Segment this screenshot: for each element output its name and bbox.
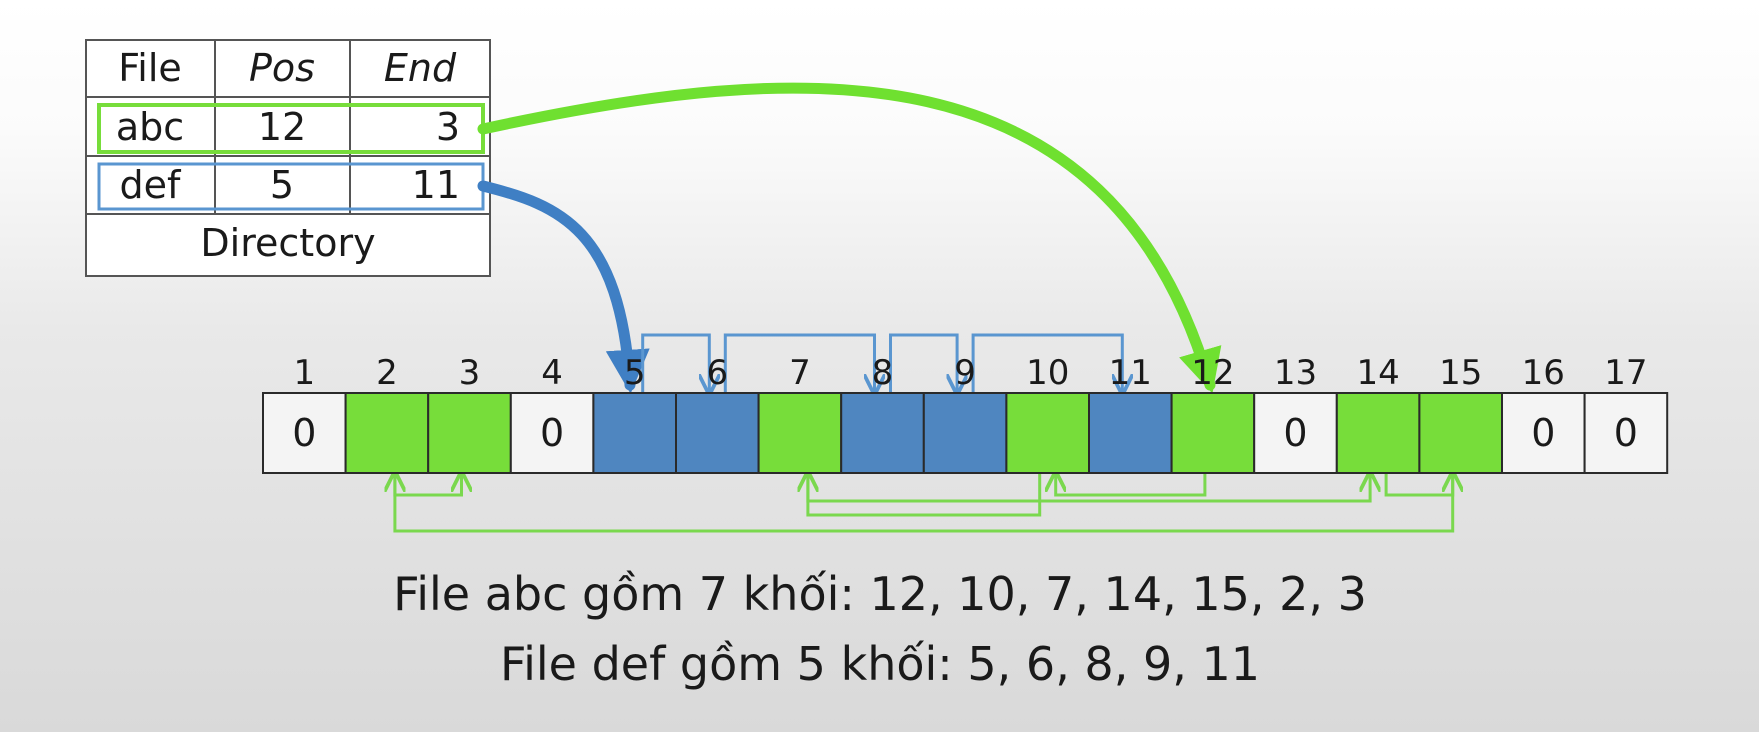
block-16-cell: [1501, 392, 1586, 474]
block-11: 11: [1088, 353, 1173, 474]
abc-start-pointer-arrow: [477, 82, 1222, 394]
block-12-label: 12: [1191, 353, 1234, 393]
abc-link-2-3: [393, 473, 462, 497]
block-4: 40: [509, 353, 595, 474]
block-11-label: 11: [1109, 353, 1152, 393]
block-17-label: 17: [1604, 353, 1647, 393]
def-start-pointer-arrow: [477, 180, 650, 394]
block-1: 10: [262, 353, 347, 474]
header-file: File: [118, 46, 182, 90]
block-1-content: 0: [292, 411, 316, 455]
block-13-label: 13: [1274, 353, 1317, 393]
abc-link-12-10: [1056, 473, 1207, 497]
block-16: 160: [1501, 353, 1586, 474]
block-6-label: 6: [706, 353, 728, 393]
abc-link-10-7: [808, 473, 1042, 517]
block-7-cell: [757, 392, 843, 474]
block-5-cell: [592, 392, 678, 474]
def-link-9-11: [971, 333, 1122, 393]
block-2-cell: [344, 392, 430, 474]
directory-caption: Directory: [200, 221, 375, 265]
block-10-label: 10: [1026, 353, 1069, 393]
block-3: 3: [427, 353, 512, 474]
row-abc-pos: 12: [258, 105, 306, 149]
block-7: 7: [757, 353, 843, 474]
block-14-cell: [1335, 392, 1421, 474]
chain-links: [393, 333, 1455, 533]
block-15: 15: [1418, 353, 1504, 474]
caption-def: File def gồm 5 khối: 5, 6, 8, 9, 11: [500, 637, 1260, 691]
block-9-label: 9: [954, 353, 976, 393]
row-def-end: 11: [412, 163, 460, 207]
block-4-label: 4: [541, 353, 563, 393]
block-5-label: 5: [624, 353, 646, 393]
block-9-cell: [922, 392, 1008, 474]
block-13-cell: [1253, 392, 1338, 474]
directory-table: File Pos End abc 12 3 def 5 11 Directory: [85, 39, 491, 277]
block-6-cell: [675, 392, 760, 474]
block-14-label: 14: [1356, 353, 1399, 393]
def-link-8-9: [889, 333, 958, 393]
block-4-content: 0: [540, 411, 564, 455]
row-def-pos: 5: [270, 163, 294, 207]
block-13: 130: [1253, 353, 1338, 474]
block-7-label: 7: [789, 353, 811, 393]
block-13-content: 0: [1283, 411, 1307, 455]
directory-frame: [85, 39, 491, 277]
row-abc-file: abc: [116, 105, 184, 149]
block-11-cell: [1088, 392, 1173, 474]
block-16-content: 0: [1531, 411, 1555, 455]
block-6: 6: [675, 353, 760, 474]
block-14: 14: [1335, 353, 1421, 474]
row-abc-end: 3: [436, 105, 460, 149]
block-1-label: 1: [293, 353, 315, 393]
row-def-file: def: [120, 163, 183, 207]
block-17: 170: [1583, 353, 1669, 474]
block-5: 5: [592, 353, 678, 474]
block-4-cell: [509, 392, 595, 474]
block-2: 2: [344, 353, 430, 474]
abc-link-15-2: [395, 473, 1455, 533]
block-8-label: 8: [872, 353, 894, 393]
block-12-cell: [1170, 392, 1256, 474]
def-link-5-6: [641, 333, 710, 393]
abc-link-14-15: [1384, 473, 1453, 497]
block-8-cell: [840, 392, 925, 474]
caption-abc: File abc gồm 7 khối: 12, 10, 7, 14, 15, …: [393, 567, 1367, 621]
block-1-cell: [262, 392, 347, 474]
def-link-6-8: [723, 333, 874, 393]
block-16-label: 16: [1522, 353, 1565, 393]
header-end: End: [384, 46, 457, 90]
block-3-label: 3: [459, 353, 481, 393]
block-15-cell: [1418, 392, 1504, 474]
block-10-cell: [1005, 392, 1091, 474]
block-2-label: 2: [376, 353, 398, 393]
abc-link-7-14: [806, 473, 1370, 503]
block-15-label: 15: [1439, 353, 1482, 393]
header-pos: Pos: [249, 46, 315, 90]
block-3-cell: [427, 392, 512, 474]
block-8: 8: [840, 353, 925, 474]
block-17-content: 0: [1614, 411, 1638, 455]
block-17-cell: [1583, 392, 1669, 474]
block-10: 10: [1005, 353, 1091, 474]
block-12: 12: [1170, 353, 1256, 474]
block-9: 9: [922, 353, 1008, 474]
